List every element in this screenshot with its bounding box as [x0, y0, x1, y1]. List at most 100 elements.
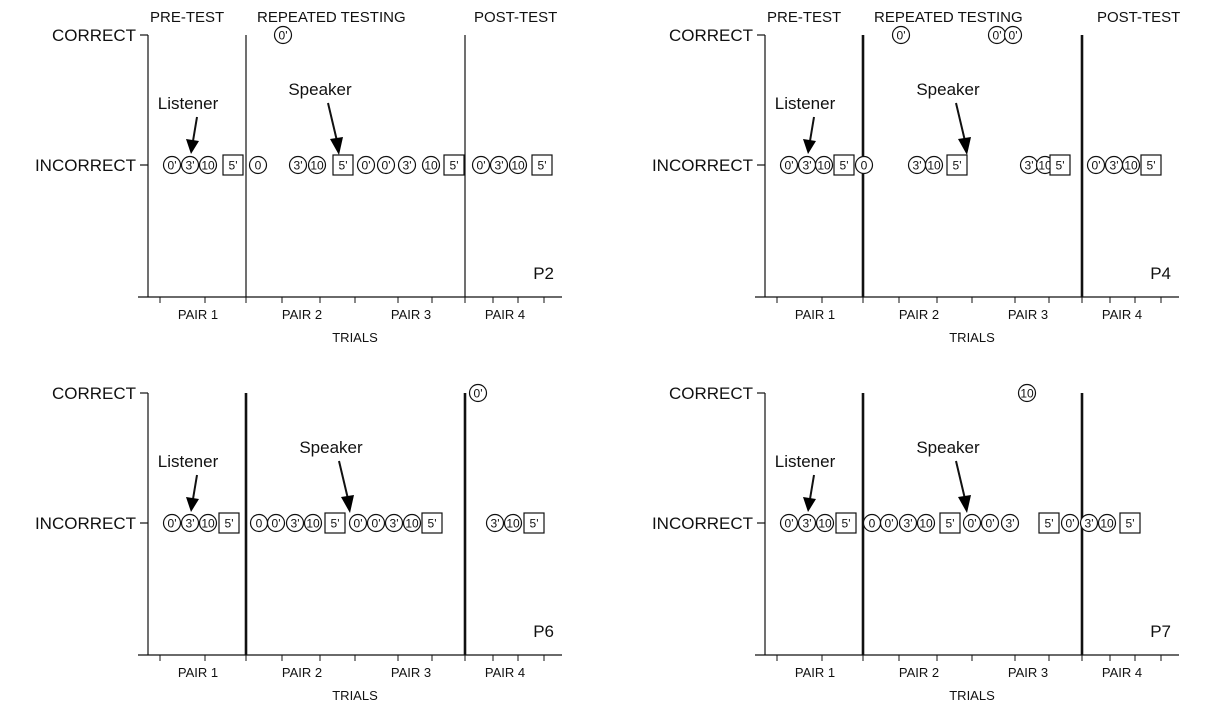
data-point-label: 0'	[897, 29, 906, 43]
data-point: 0'	[879, 513, 899, 533]
data-point: 5'	[1049, 154, 1071, 176]
data-point-label: 0'	[1009, 29, 1018, 43]
data-point-label: 5'	[331, 517, 340, 531]
data-point-label: 5'	[840, 159, 849, 173]
data-point: 5'	[946, 154, 968, 176]
data-point-label: 0'	[986, 517, 995, 531]
speaker-arrow-shaft	[327, 102, 338, 142]
data-point-circle	[397, 155, 417, 175]
data-point-label: 3'	[803, 159, 812, 173]
y-label-correct: CORRECT	[669, 26, 753, 45]
listener-arrow-shaft	[192, 116, 198, 142]
participant-label: P4	[1150, 264, 1171, 283]
data-point-circle	[814, 155, 834, 175]
data-point: 5'	[939, 512, 961, 534]
data-point-square	[946, 154, 968, 176]
pair-label-1: PAIR 1	[795, 307, 835, 322]
data-point-square	[1038, 512, 1060, 534]
data-point-label: 0'	[785, 159, 794, 173]
data-point: 3'	[797, 513, 817, 533]
data-point: 3'	[907, 155, 927, 175]
phase-label-pretest: PRE-TEST	[767, 9, 841, 26]
data-point: 0'	[962, 513, 982, 533]
data-point-circle	[1017, 383, 1037, 403]
data-point: 0	[862, 513, 882, 533]
data-point-label: 3'	[390, 517, 399, 531]
data-point: 10	[924, 155, 944, 175]
data-point-label: 10	[818, 517, 832, 531]
data-point-circle	[180, 155, 200, 175]
data-point-square	[421, 512, 443, 534]
data-point-label: 3'	[491, 517, 500, 531]
data-point: 10	[814, 155, 834, 175]
data-point-label: 10	[201, 517, 215, 531]
data-point: 10	[815, 513, 835, 533]
data-point: 5'	[324, 512, 346, 534]
data-point: 5'	[443, 154, 465, 176]
data-point: 0'	[987, 25, 1007, 45]
data-point: 10	[421, 155, 441, 175]
data-point-label: 5'	[450, 159, 459, 173]
pair-label-4: PAIR 4	[1102, 307, 1142, 322]
data-point-circle	[1079, 513, 1099, 533]
data-point-label: 10	[1100, 517, 1114, 531]
speaker-arrowhead	[330, 137, 343, 155]
data-point: 3'	[898, 513, 918, 533]
data-point-circle	[898, 513, 918, 533]
data-point-circle	[1097, 513, 1117, 533]
phase-label-repeated: REPEATED TESTING	[257, 9, 406, 26]
data-point-square	[332, 154, 354, 176]
y-label-incorrect: INCORRECT	[652, 514, 753, 533]
data-point-label: 3'	[186, 517, 195, 531]
data-point-label: 10	[310, 159, 324, 173]
data-point-circle	[384, 513, 404, 533]
data-point-circle	[303, 513, 323, 533]
pair-label-2: PAIR 2	[899, 665, 939, 680]
data-point: 3'	[489, 155, 509, 175]
data-point: 10	[1035, 155, 1055, 175]
data-point-label: 5'	[225, 517, 234, 531]
data-point-label: 0'	[785, 517, 794, 531]
data-point-circle	[402, 513, 422, 533]
data-point: 3'	[180, 513, 200, 533]
data-point-label: 5'	[1056, 159, 1065, 173]
data-point-label: 3'	[495, 159, 504, 173]
listener-arrow-shaft	[809, 474, 815, 500]
pair-label-3: PAIR 3	[391, 665, 431, 680]
data-point-label: 0	[869, 517, 876, 531]
data-point-circle	[1060, 513, 1080, 533]
data-point-circle	[508, 155, 528, 175]
data-point-circle	[779, 513, 799, 533]
data-point: 3'	[288, 155, 308, 175]
data-point: 10	[916, 513, 936, 533]
data-point-square	[835, 512, 857, 534]
x-axis-title: TRIALS	[949, 330, 995, 345]
data-point-label: 5'	[1147, 159, 1156, 173]
data-point: 3'	[1000, 513, 1020, 533]
y-label-correct: CORRECT	[52, 26, 136, 45]
data-point-circle	[162, 155, 182, 175]
data-point-square	[1140, 154, 1162, 176]
data-point-label: 0'	[885, 517, 894, 531]
data-point-label: 0'	[993, 29, 1002, 43]
data-point-label: 10	[506, 517, 520, 531]
data-point-circle	[198, 155, 218, 175]
data-point-label: 10	[1038, 159, 1052, 173]
speaker-arrowhead	[341, 495, 354, 513]
y-label-incorrect: INCORRECT	[35, 156, 136, 175]
data-point: 5'	[222, 154, 244, 176]
data-point-label: 10	[1124, 159, 1138, 173]
data-point-circle	[485, 513, 505, 533]
data-point-circle	[162, 513, 182, 533]
data-point-square	[218, 512, 240, 534]
listener-label: Listener	[158, 94, 219, 113]
pair-label-1: PAIR 1	[178, 665, 218, 680]
listener-arrowhead	[186, 139, 199, 154]
data-point: 0'	[348, 513, 368, 533]
data-point: 10	[198, 155, 218, 175]
phase-label-repeated: REPEATED TESTING	[874, 9, 1023, 26]
data-point-circle	[1003, 25, 1023, 45]
pair-label-3: PAIR 3	[391, 307, 431, 322]
data-point-square	[531, 154, 553, 176]
